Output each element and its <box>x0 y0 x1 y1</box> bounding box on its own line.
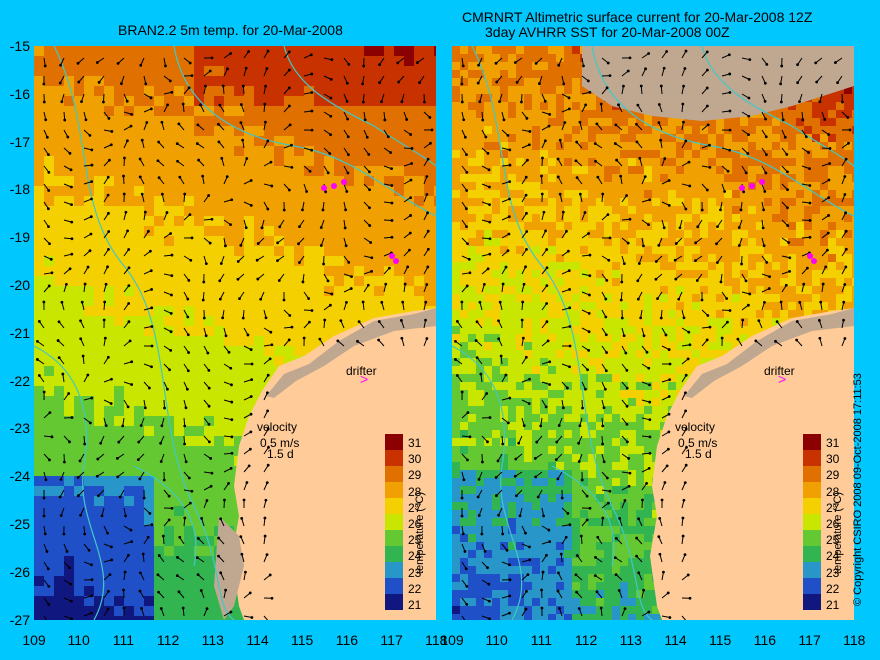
svg-text:>: > <box>360 371 368 387</box>
latitude-tick-label: -17 <box>9 133 30 150</box>
colorbar-swatch <box>803 594 821 610</box>
longitude-tick-label: 113 <box>619 632 642 648</box>
colorbar-tick-label: 21 <box>826 598 840 612</box>
velocity-label-right: velocity <box>675 420 716 434</box>
colorbar-swatch <box>385 546 403 562</box>
latitude-tick-label: -15 <box>9 38 30 54</box>
colorbar-swatch <box>385 466 403 482</box>
colorbar-swatch <box>803 482 821 498</box>
colorbar-swatch <box>803 562 821 578</box>
longitude-tick-label: 110 <box>485 632 508 648</box>
colorbar-swatch <box>385 434 403 450</box>
latitude-tick-label: -24 <box>9 468 30 485</box>
colorbar-tick-label: 31 <box>826 436 840 450</box>
left-title: BRAN2.2 5m temp. for 20-Mar-2008 <box>118 22 343 38</box>
colorbar-tick-label: 21 <box>408 598 422 612</box>
colorbar-swatches <box>803 434 821 610</box>
left-map-panel: > <box>34 46 436 620</box>
longitude-tick-label: 115 <box>709 632 732 648</box>
drifter-label-left: drifter <box>346 364 377 378</box>
colorbar-tick-label: 28 <box>408 484 422 499</box>
colorbar-swatch <box>803 434 821 450</box>
right-title-line1: CMRNRT Altimetric surface current for 20… <box>462 9 813 25</box>
colorbar-swatch <box>803 498 821 514</box>
right-title-line2: 3day AVHRR SST for 20-Mar-2008 00Z <box>485 24 730 40</box>
colorbar-swatch <box>803 578 821 594</box>
colorbar-tick-label: 27 <box>408 500 422 515</box>
longitude-tick-label: 111 <box>530 632 553 648</box>
right-map-panel: > <box>452 46 854 620</box>
longitude-tick-label: 116 <box>753 632 777 648</box>
colorbar-swatch <box>385 498 403 514</box>
longitude-tick-label: 117 <box>380 632 403 648</box>
longitude-tick-label: 115 <box>291 632 314 648</box>
colorbar-swatches <box>385 434 403 610</box>
longitude-tick-label: 112 <box>574 632 598 648</box>
colorbar-swatch <box>385 514 403 530</box>
colorbar-tick-label: 26 <box>408 517 422 531</box>
colorbar-tick-label: 28 <box>826 484 840 499</box>
colorbar-tick-label: 29 <box>826 468 840 483</box>
colorbar-tick-label: 23 <box>826 565 840 580</box>
colorbar-swatch <box>803 466 821 482</box>
colorbar-tick-label: 24 <box>408 549 422 564</box>
latitude-tick-label: -20 <box>9 277 30 293</box>
latitude-tick-label: -21 <box>9 324 30 341</box>
colorbar-swatch <box>385 562 403 578</box>
longitude-tick-label: 109 <box>440 632 464 648</box>
drifter-label-right: drifter <box>764 364 795 378</box>
longitude-tick-label: 116 <box>335 632 359 648</box>
colorbar-tick-label: 31 <box>408 436 422 450</box>
colorbar-tick-label: 30 <box>408 452 422 467</box>
longitude-tick-label: 111 <box>112 632 135 648</box>
colorbar-tick-label: 25 <box>826 533 840 548</box>
latitude-tick-label: -19 <box>9 229 30 246</box>
latitude-tick-label: -25 <box>9 516 30 532</box>
velocity-scale-left: 0.5 m/s <box>260 436 300 450</box>
latitude-tick-label: -27 <box>9 611 30 628</box>
velocity-label-left: velocity <box>257 420 298 434</box>
colorbar-tick-label: 25 <box>408 533 422 548</box>
longitude-tick-label: 114 <box>664 632 687 648</box>
colorbar-swatch <box>385 578 403 594</box>
colorbar-swatch <box>385 530 403 546</box>
colorbar-swatch <box>803 546 821 562</box>
latitude-tick-label: -22 <box>9 372 30 389</box>
colorbar-label-left: temperature (°C) <box>414 491 426 574</box>
longitude-tick-label: 110 <box>67 632 90 648</box>
colorbar-tick-label: 27 <box>826 500 840 515</box>
colorbar-tick-label: 30 <box>826 452 840 467</box>
colorbar-tick-label: 22 <box>408 581 422 596</box>
colorbar-tick-label: 26 <box>826 517 840 531</box>
latitude-tick-label: -18 <box>9 181 30 198</box>
colorbar-swatch <box>385 482 403 498</box>
colorbar-tick-label: 29 <box>408 468 422 483</box>
colorbar-swatch <box>385 594 403 610</box>
copyright-text: © Copyright CSIRO 2008 09-Oct-2008 17:11… <box>852 373 864 606</box>
colorbar-tick-label: 23 <box>408 565 422 580</box>
latitude-tick-label: -26 <box>9 563 30 580</box>
latitude-tick-label: -23 <box>9 420 30 437</box>
longitude-tick-label: 117 <box>798 632 821 648</box>
time-scale-left: 1.5 d <box>267 447 294 461</box>
time-scale-right: 1.5 d <box>685 447 712 461</box>
longitude-tick-label: 109 <box>22 632 46 648</box>
colorbar-tick-label: 22 <box>826 581 840 596</box>
colorbar-swatch <box>803 514 821 530</box>
longitude-tick-label: 118 <box>843 632 866 648</box>
colorbar-swatch <box>803 450 821 466</box>
longitude-tick-label: 114 <box>246 632 269 648</box>
longitude-tick-label: 113 <box>201 632 224 648</box>
longitude-tick-label: 118 <box>425 632 448 648</box>
colorbar-swatch <box>803 530 821 546</box>
colorbar-tick-label: 24 <box>826 549 840 564</box>
colorbar-label-right: temperature (°C) <box>832 491 844 574</box>
velocity-scale-right: 0.5 m/s <box>678 436 718 450</box>
longitude-tick-label: 112 <box>156 632 180 648</box>
latitude-tick-label: -16 <box>9 85 30 102</box>
colorbar-swatch <box>385 450 403 466</box>
